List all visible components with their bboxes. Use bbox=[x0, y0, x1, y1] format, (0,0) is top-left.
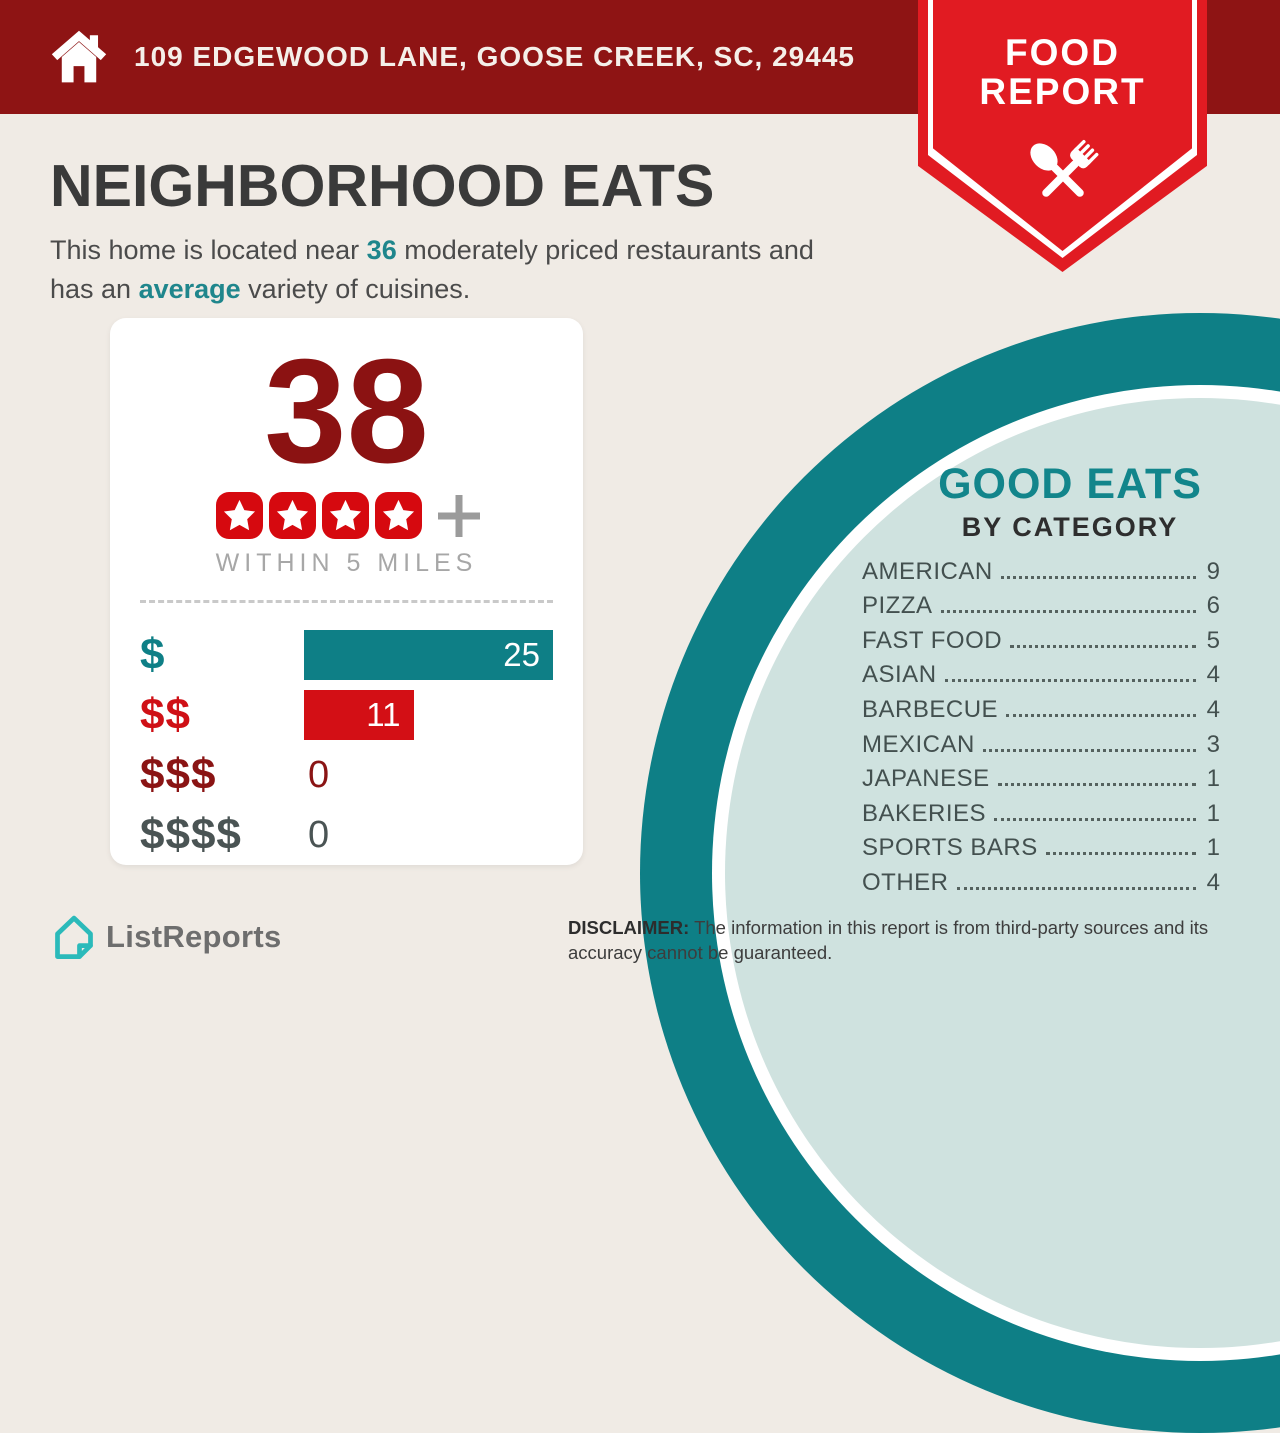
category-list: AMERICAN 9 PIZZA 6 FAST FOOD 5 ASIAN 4 BARBECUE 4… bbox=[862, 552, 1220, 898]
star-icon bbox=[321, 492, 369, 539]
category-row: PIZZA 6 bbox=[862, 587, 1220, 622]
utensils-icon bbox=[1029, 139, 1098, 197]
price-row: $$ 11 bbox=[140, 690, 553, 740]
price-label: $$$ bbox=[140, 750, 217, 799]
star-icon bbox=[215, 492, 263, 539]
category-count: 1 bbox=[1206, 834, 1220, 862]
star-icon bbox=[374, 492, 422, 539]
radius-label: WITHIN 5 MILES bbox=[215, 549, 478, 577]
category-name: PIZZA bbox=[862, 592, 933, 620]
ribbon-title: FOOD REPORT bbox=[979, 32, 1146, 112]
category-count: 1 bbox=[1206, 799, 1220, 827]
category-row: BARBECUE 4 bbox=[862, 690, 1220, 725]
category-dots bbox=[1010, 644, 1196, 648]
category-row: ASIAN 4 bbox=[862, 656, 1220, 691]
category-count: 6 bbox=[1206, 592, 1220, 620]
category-count: 1 bbox=[1206, 765, 1220, 793]
listreports-logo: ListReports bbox=[52, 912, 282, 962]
price-bar-area: 0 bbox=[304, 750, 553, 800]
home-icon bbox=[51, 30, 107, 83]
restaurant-count-inline: 36 bbox=[366, 235, 397, 265]
brand-name: ListReports bbox=[106, 919, 282, 954]
category-count: 4 bbox=[1206, 695, 1220, 723]
price-bar-area: 11 bbox=[304, 690, 553, 740]
category-dots bbox=[944, 679, 1196, 683]
category-row: OTHER 4 bbox=[862, 863, 1220, 898]
star-rating bbox=[140, 492, 553, 539]
category-dots bbox=[1045, 852, 1196, 856]
price-row: $$$$ 0 bbox=[140, 810, 553, 860]
category-name: ASIAN bbox=[862, 661, 937, 689]
category-dots bbox=[997, 783, 1196, 787]
category-row: JAPANESE 1 bbox=[862, 760, 1220, 795]
disclaimer: DISCLAIMER: The information in this repo… bbox=[568, 916, 1246, 966]
category-row: MEXICAN 3 bbox=[862, 725, 1220, 760]
intro-text: This home is located near 36 moderately … bbox=[50, 231, 910, 309]
price-zero-value: 0 bbox=[308, 754, 330, 796]
category-name: SPORTS BARS bbox=[862, 834, 1038, 862]
category-dots bbox=[1000, 575, 1196, 579]
intro-post: variety of cuisines. bbox=[240, 274, 471, 305]
restaurant-count: 38 bbox=[264, 329, 429, 494]
disclaimer-label: DISCLAIMER: bbox=[568, 917, 690, 938]
house-logo-icon bbox=[55, 915, 93, 959]
price-bar-value: 11 bbox=[366, 696, 401, 733]
page-title: NEIGHBORHOOD EATS bbox=[50, 153, 715, 219]
price-label: $$ bbox=[140, 690, 191, 739]
plus-icon bbox=[437, 494, 480, 537]
variety-highlight: average bbox=[138, 274, 241, 305]
price-rows: $25 $$ 11 $$$ 0 $$$$ 0 bbox=[140, 630, 553, 860]
category-dots bbox=[1006, 713, 1196, 717]
price-bar-area: 25 bbox=[304, 630, 553, 680]
category-count: 4 bbox=[1206, 661, 1220, 689]
good-eats-heading: GOOD EATS BY CATEGORY bbox=[850, 460, 1280, 543]
category-dots bbox=[940, 610, 1196, 614]
category-count: 5 bbox=[1206, 626, 1220, 654]
food-report-ribbon: FOOD REPORT bbox=[918, 0, 1207, 272]
price-bar: 25 bbox=[304, 630, 553, 680]
good-eats-title: GOOD EATS bbox=[938, 460, 1202, 508]
category-row: AMERICAN 9 bbox=[862, 552, 1220, 587]
price-bar-area: 0 bbox=[304, 810, 553, 860]
category-count: 9 bbox=[1206, 557, 1220, 585]
price-row: $$$ 0 bbox=[140, 750, 553, 800]
intro-pre: This home is located near bbox=[50, 235, 367, 265]
category-name: MEXICAN bbox=[862, 730, 975, 758]
category-dots bbox=[982, 748, 1196, 752]
address-text: 109 EDGEWOOD LANE, GOOSE CREEK, SC, 2944… bbox=[134, 41, 855, 72]
category-row: SPORTS BARS 1 bbox=[862, 829, 1220, 864]
category-name: AMERICAN bbox=[862, 557, 993, 585]
price-zero-value: 0 bbox=[308, 814, 330, 856]
intro-line2: has an bbox=[50, 274, 139, 305]
category-count: 4 bbox=[1206, 868, 1220, 896]
disclaimer-text: The information in this report is from t… bbox=[568, 917, 1209, 963]
price-label: $$$$ bbox=[140, 810, 242, 859]
price-row: $25 bbox=[140, 630, 553, 680]
category-row: BAKERIES 1 bbox=[862, 794, 1220, 829]
category-name: BARBECUE bbox=[862, 695, 999, 723]
category-name: FAST FOOD bbox=[862, 626, 1003, 654]
category-dots bbox=[994, 817, 1196, 821]
category-count: 3 bbox=[1206, 730, 1220, 758]
price-bar-value: 25 bbox=[503, 636, 540, 673]
restaurant-count-card: 38 WITHIN 5 MILES $25 $$ 11 $$$ 0 $$$$ 0 bbox=[110, 318, 583, 865]
category-name: JAPANESE bbox=[862, 765, 990, 793]
category-dots bbox=[956, 886, 1196, 890]
intro-mid: moderately priced restaurants and bbox=[396, 235, 814, 265]
category-row: FAST FOOD 5 bbox=[862, 621, 1220, 656]
category-name: BAKERIES bbox=[862, 799, 987, 827]
good-eats-subtitle: BY CATEGORY bbox=[961, 512, 1179, 542]
divider bbox=[140, 600, 553, 603]
price-bar: 11 bbox=[304, 690, 414, 740]
star-icon bbox=[268, 492, 316, 539]
price-label: $ bbox=[140, 630, 166, 679]
category-name: OTHER bbox=[862, 868, 949, 896]
